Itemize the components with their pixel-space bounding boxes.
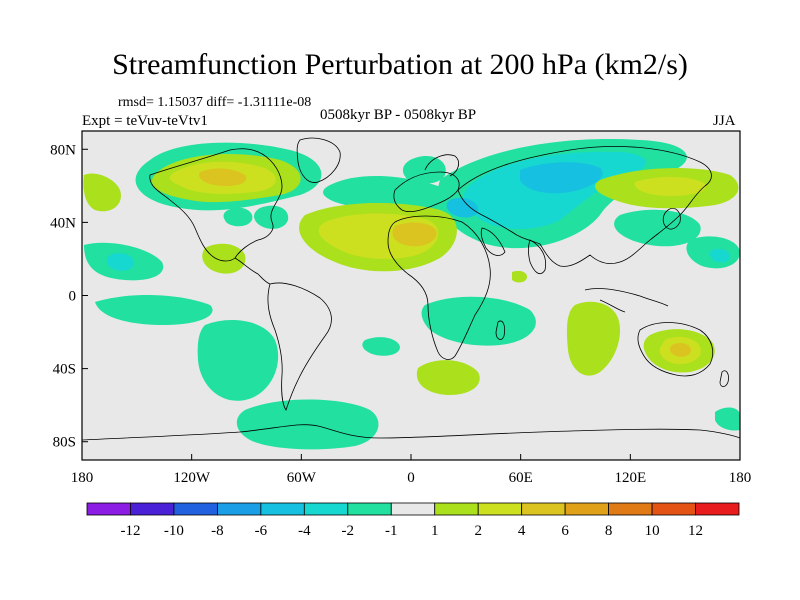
contour-region bbox=[512, 270, 528, 283]
contour-region bbox=[106, 253, 135, 271]
colorbar-label: 4 bbox=[518, 523, 526, 539]
x-tick-label: 180 bbox=[729, 470, 752, 486]
colorbar-swatch bbox=[173, 502, 218, 516]
coastline-japan bbox=[662, 207, 681, 230]
coastline-europe bbox=[393, 171, 460, 213]
contour-region bbox=[323, 175, 463, 213]
period-label: 0508kyr BP - 0508kyr BP bbox=[320, 107, 477, 123]
colorbar-swatch bbox=[695, 502, 740, 516]
colorbar-label: -8 bbox=[211, 523, 224, 539]
contour-region bbox=[95, 294, 213, 325]
contour-region bbox=[362, 337, 400, 356]
y-tick-label: 80S bbox=[53, 435, 76, 451]
colorbar-label: 6 bbox=[561, 523, 569, 539]
colorbar-swatch bbox=[130, 502, 175, 516]
contour-region bbox=[669, 342, 691, 357]
x-tick-label: 180 bbox=[71, 470, 94, 486]
coastline-india bbox=[528, 239, 547, 275]
colorbar-swatch bbox=[303, 502, 349, 516]
y-tick-label: 40N bbox=[50, 215, 76, 231]
page-title: Streamfunction Perturbation at 200 hPa (… bbox=[112, 48, 688, 81]
contour-region bbox=[421, 296, 536, 346]
contour-region bbox=[223, 207, 253, 227]
y-axis: 80N 40N 0 40S 80S bbox=[50, 142, 88, 451]
contour-region bbox=[634, 176, 706, 196]
y-tick-label: 80N bbox=[50, 142, 76, 158]
colorbar-swatch bbox=[434, 502, 479, 516]
x-tick-label: 60W bbox=[287, 470, 317, 486]
coastline-asia bbox=[457, 146, 712, 267]
contour-region bbox=[614, 209, 701, 247]
coastline-australia bbox=[637, 322, 714, 377]
colorbar-label: -1 bbox=[385, 523, 398, 539]
colorbar-label: 1 bbox=[431, 523, 439, 539]
colorbar-label: -4 bbox=[298, 523, 311, 539]
colorbar-label: 8 bbox=[605, 523, 613, 539]
y-tick-label: 0 bbox=[69, 289, 77, 305]
x-tick-label: 60E bbox=[509, 470, 533, 486]
stats-label: rmsd= 1.15037 diff= -1.31111e-08 bbox=[118, 95, 312, 110]
colorbar-swatch bbox=[347, 502, 392, 516]
y-tick-label: 40S bbox=[53, 362, 76, 378]
x-tick-label: 120E bbox=[614, 470, 646, 486]
coastline-scandinavia bbox=[424, 154, 460, 177]
x-tick-label: 0 bbox=[407, 470, 415, 486]
contour-region bbox=[715, 407, 740, 431]
x-tick-label: 120W bbox=[173, 470, 211, 486]
colorbar-swatch bbox=[260, 502, 305, 516]
coastline-central-america bbox=[234, 257, 271, 285]
contour-region bbox=[566, 301, 620, 376]
coastline-arabia bbox=[480, 227, 506, 256]
season-label: JJA bbox=[713, 113, 736, 129]
colorbar: -12 -10 -8 -6 -4 -2 -1 1 2 4 6 8 10 12 bbox=[86, 502, 740, 539]
colorbar-label: -10 bbox=[164, 523, 184, 539]
colorbar-label: 10 bbox=[645, 523, 660, 539]
contour-region bbox=[416, 360, 480, 395]
colorbar-label: -2 bbox=[342, 523, 355, 539]
contour-region bbox=[197, 320, 279, 401]
x-axis: 180 120W 60W 0 60E 120E 180 bbox=[71, 454, 752, 486]
colorbar-swatch bbox=[216, 502, 262, 516]
contour-region bbox=[199, 168, 247, 186]
coastline-new-zealand bbox=[719, 370, 729, 387]
coastline-north-america bbox=[149, 148, 283, 262]
colorbar-swatch bbox=[477, 502, 523, 516]
contour-region bbox=[446, 198, 478, 218]
contour-region bbox=[520, 162, 603, 194]
contour-region bbox=[202, 243, 246, 274]
contour-fills bbox=[83, 139, 740, 450]
contour-region bbox=[709, 248, 730, 263]
colorbar-swatch bbox=[390, 502, 436, 516]
coastline-madagascar bbox=[495, 320, 506, 340]
colorbar-label: -12 bbox=[120, 523, 140, 539]
contour-region bbox=[83, 173, 121, 212]
colorbar-label: -6 bbox=[255, 523, 268, 539]
colorbar-swatch bbox=[651, 502, 696, 516]
coastlines bbox=[82, 137, 740, 441]
colorbar-swatch bbox=[521, 502, 566, 516]
coastline-indonesia bbox=[584, 288, 669, 313]
experiment-label: Expt = teVuv-teVtv1 bbox=[82, 113, 208, 129]
contour-region bbox=[392, 222, 437, 247]
colorbar-swatch bbox=[86, 502, 131, 516]
colorbar-label: 2 bbox=[474, 523, 482, 539]
map-panel bbox=[81, 130, 741, 461]
coastline-antarctica bbox=[82, 424, 740, 441]
coastline-south-america bbox=[267, 282, 332, 411]
coastline-greenland bbox=[296, 137, 341, 183]
colorbar-swatch bbox=[564, 502, 610, 516]
colorbar-swatch bbox=[608, 502, 653, 516]
coastline-africa bbox=[387, 215, 491, 360]
colorbar-label: 12 bbox=[688, 523, 703, 539]
